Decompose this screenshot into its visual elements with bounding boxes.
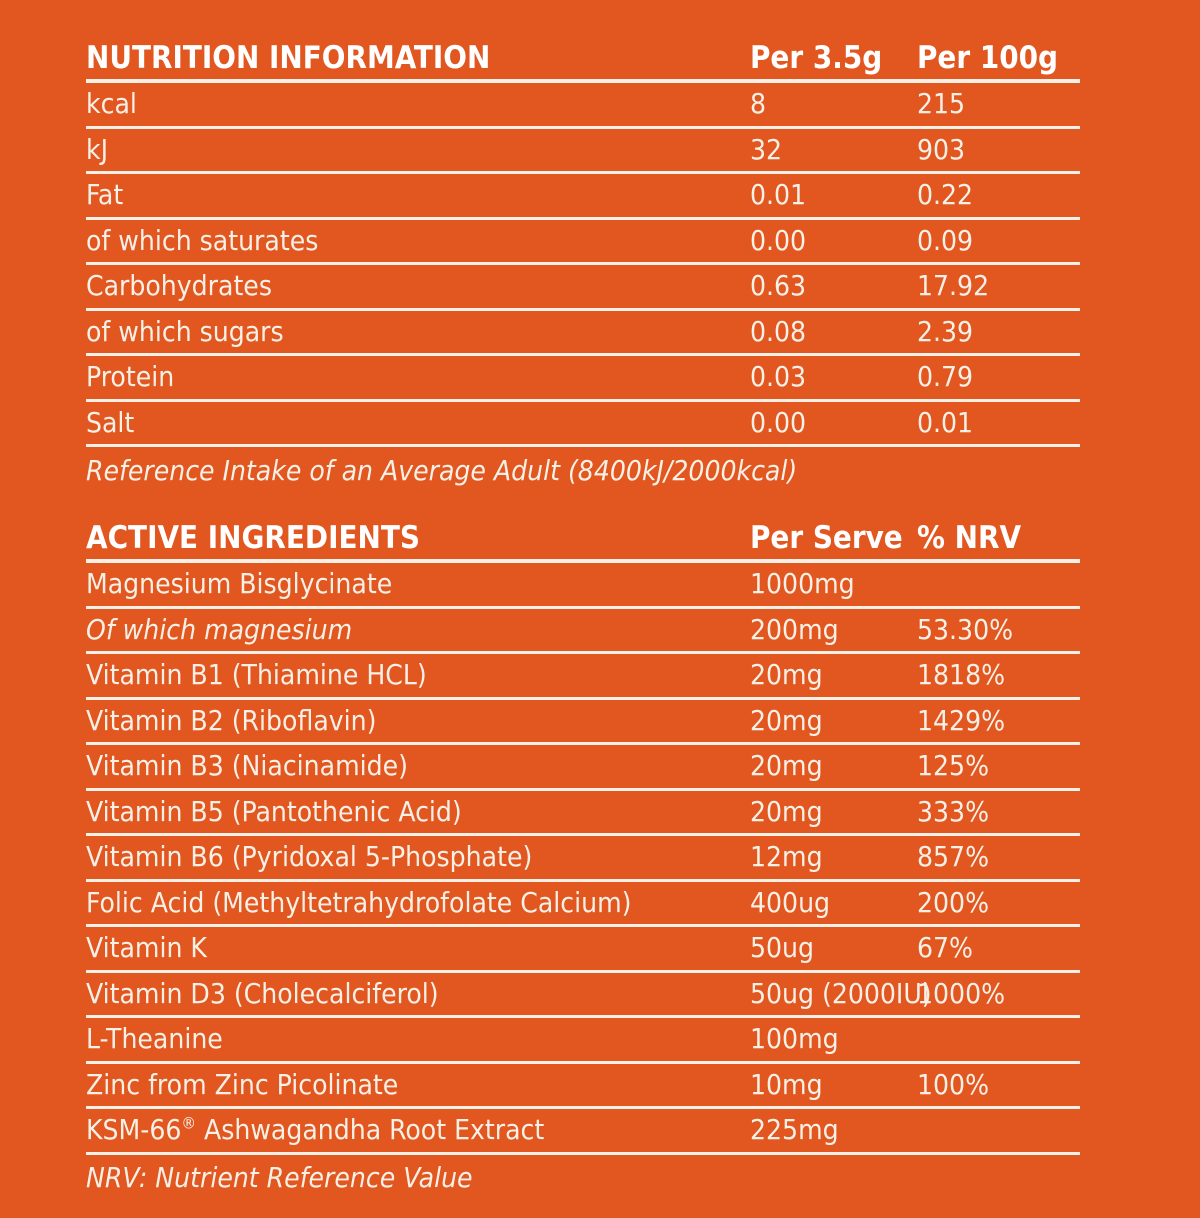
active-ingredients-body: Magnesium Bisglycinate 1000mg Of which m… — [86, 563, 1080, 1155]
per-serve-column-header: Per Serve — [750, 520, 903, 556]
nutrient-per-100g-value: 17.92 — [917, 269, 990, 303]
nutrient-per-serving-value: 0.00 — [750, 223, 807, 257]
nutrition-table-header-row: NUTRITION INFORMATION Per 3.5g Per 100g — [86, 40, 1080, 83]
nutrient-per-100g-value: 2.39 — [917, 314, 974, 348]
nutrient-per-100g-value: 0.09 — [917, 223, 974, 257]
active-ingredient-row: Vitamin D3 (Cholecalciferol) 50ug (2000I… — [86, 973, 1080, 1018]
per-3-5g-column-header: Per 3.5g — [750, 40, 883, 76]
nutrition-table-body: kcal 8 215 kJ 32 903 Fat 0.01 0.22 of wh… — [86, 83, 1080, 447]
ingredient-per-serve-value: 10mg — [750, 1067, 823, 1101]
nutrition-table-row: kcal 8 215 — [86, 83, 1080, 129]
ingredient-per-serve-value: 20mg — [750, 658, 823, 692]
active-ingredient-row: Vitamin B6 (Pyridoxal 5-Phosphate) 12mg … — [86, 836, 1080, 882]
nutrition-table-row: Fat 0.01 0.22 — [86, 174, 1080, 220]
active-ingredient-row: Vitamin K 50ug 67% — [86, 927, 1080, 973]
nutrient-label: kcal — [86, 87, 137, 121]
ingredient-label: Magnesium Bisglycinate — [86, 567, 393, 601]
ingredient-label: Vitamin B3 (Niacinamide) — [86, 749, 408, 783]
ingredient-nrv-value: 125% — [917, 749, 990, 783]
ingredient-nrv-value: 1818% — [917, 658, 1006, 692]
nutrient-label: Protein — [86, 360, 175, 394]
nutrient-per-serving-value: 0.03 — [750, 360, 807, 394]
nutrient-per-100g-value: 215 — [917, 87, 966, 121]
nutrient-per-100g-value: 0.22 — [917, 178, 974, 212]
active-ingredient-row: Vitamin B3 (Niacinamide) 20mg 125% — [86, 745, 1080, 791]
nutrient-label: Salt — [86, 405, 135, 439]
nutrient-per-serving-value: 0.08 — [750, 314, 807, 348]
nutrient-per-100g-value: 903 — [917, 132, 966, 166]
ingredient-label: Vitamin B6 (Pyridoxal 5-Phosphate) — [86, 840, 533, 874]
reference-intake-note: Reference Intake of an Average Adult (84… — [86, 453, 798, 487]
nrv-column-header: % NRV — [917, 520, 1022, 556]
ingredient-per-serve-value: 20mg — [750, 794, 823, 828]
active-ingredient-row: KSM-66® Ashwagandha Root Extract 225mg — [86, 1109, 1080, 1155]
ingredient-nrv-value: 857% — [917, 840, 990, 874]
active-ingredient-row: Vitamin B1 (Thiamine HCL) 20mg 1818% — [86, 654, 1080, 700]
nutrition-label-panel: NUTRITION INFORMATION Per 3.5g Per 100g … — [86, 40, 1080, 1202]
nutrient-per-serving-value: 8 — [750, 87, 767, 121]
active-ingredient-row: Vitamin B2 (Riboflavin) 20mg 1429% — [86, 700, 1080, 745]
ingredient-nrv-value: 53.30% — [917, 612, 1014, 646]
nutrient-label: of which sugars — [86, 314, 284, 348]
ingredient-label: Of which magnesium — [86, 612, 353, 646]
ingredient-per-serve-value: 225mg — [750, 1113, 839, 1147]
nutrition-table-row: Salt 0.00 0.01 — [86, 402, 1080, 447]
nutrition-table-row: of which sugars 0.08 2.39 — [86, 311, 1080, 356]
ingredient-label: Folic Acid (Methyltetrahydrofolate Calci… — [86, 885, 632, 919]
ingredient-per-serve-value: 50ug — [750, 931, 815, 965]
ingredient-per-serve-value: 1000mg — [750, 567, 855, 601]
ingredient-label: Zinc from Zinc Picolinate — [86, 1067, 399, 1101]
ingredient-per-serve-value: 20mg — [750, 703, 823, 737]
ingredient-label: Vitamin B5 (Pantothenic Acid) — [86, 794, 462, 828]
ingredient-nrv-value: 67% — [917, 931, 973, 965]
active-ingredients-header-row: ACTIVE INGREDIENTS Per Serve % NRV — [86, 516, 1080, 563]
nutrient-per-serving-value: 0.01 — [750, 178, 807, 212]
nutrient-label: Carbohydrates — [86, 269, 272, 303]
nutrition-table-row: Protein 0.03 0.79 — [86, 356, 1080, 402]
ingredient-label: Vitamin K — [86, 931, 207, 965]
active-ingredient-row: Vitamin B5 (Pantothenic Acid) 20mg 333% — [86, 791, 1080, 836]
active-ingredient-row: Zinc from Zinc Picolinate 10mg 100% — [86, 1064, 1080, 1109]
nutrient-label: kJ — [86, 132, 109, 166]
ingredient-label: KSM-66® Ashwagandha Root Extract — [86, 1113, 545, 1147]
active-ingredients-table: ACTIVE INGREDIENTS Per Serve % NRV Magne… — [86, 516, 1080, 1202]
nutrient-label: Fat — [86, 178, 124, 212]
nutrient-per-serving-value: 32 — [750, 132, 783, 166]
ingredient-per-serve-value: 100mg — [750, 1022, 839, 1056]
active-ingredient-row: Folic Acid (Methyltetrahydrofolate Calci… — [86, 882, 1080, 927]
active-ingredient-row: Of which magnesium 200mg 53.30% — [86, 609, 1080, 654]
ingredient-per-serve-value: 20mg — [750, 749, 823, 783]
ingredient-per-serve-value: 12mg — [750, 840, 823, 874]
ingredient-per-serve-value: 200mg — [750, 612, 839, 646]
ingredient-nrv-value: 200% — [917, 885, 990, 919]
nutrient-label: of which saturates — [86, 223, 319, 257]
ingredient-label: L-Theanine — [86, 1022, 223, 1056]
ingredient-label: Vitamin B2 (Riboflavin) — [86, 703, 377, 737]
ingredient-nrv-value: 333% — [917, 794, 990, 828]
nutrition-information-table: NUTRITION INFORMATION Per 3.5g Per 100g … — [86, 40, 1080, 494]
ingredient-label: Vitamin D3 (Cholecalciferol) — [86, 976, 439, 1010]
ingredient-per-serve-value: 50ug (2000IU) — [750, 976, 932, 1010]
active-ingredient-row: L-Theanine 100mg — [86, 1018, 1080, 1064]
active-ingredient-row: Magnesium Bisglycinate 1000mg — [86, 563, 1080, 609]
ingredient-per-serve-value: 400ug — [750, 885, 831, 919]
per-100g-column-header: Per 100g — [917, 40, 1058, 76]
nutrient-per-100g-value: 0.01 — [917, 405, 974, 439]
nutrition-table-row: kJ 32 903 — [86, 129, 1080, 174]
nutrient-per-serving-value: 0.63 — [750, 269, 807, 303]
nutrition-table-title: NUTRITION INFORMATION — [86, 40, 491, 76]
nutrition-table-row: of which saturates 0.00 0.09 — [86, 220, 1080, 265]
ingredient-nrv-value: 1429% — [917, 703, 1006, 737]
nutrient-per-100g-value: 0.79 — [917, 360, 974, 394]
active-ingredients-title: ACTIVE INGREDIENTS — [86, 520, 420, 556]
ingredient-nrv-value: 100% — [917, 1067, 990, 1101]
nrv-definition-note: NRV: Nutrient Reference Value — [86, 1161, 473, 1194]
ingredient-label: Vitamin B1 (Thiamine HCL) — [86, 658, 427, 692]
nutrition-table-row: Carbohydrates 0.63 17.92 — [86, 265, 1080, 311]
ingredient-nrv-value: 1000% — [917, 976, 1006, 1010]
nutrient-per-serving-value: 0.00 — [750, 405, 807, 439]
